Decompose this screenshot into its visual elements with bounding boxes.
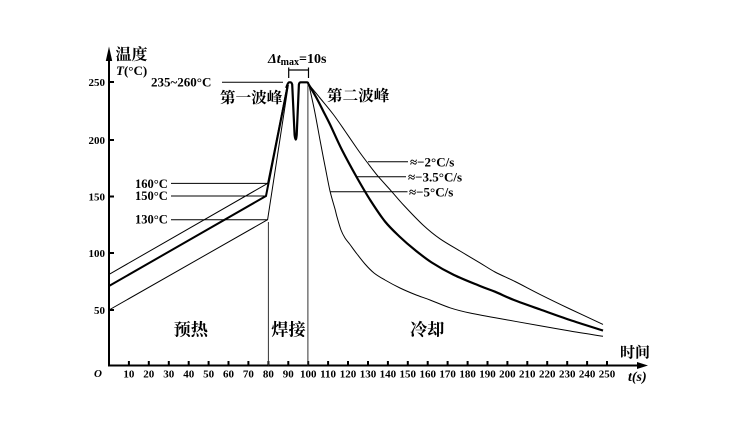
- svg-text:140: 140: [380, 369, 397, 381]
- svg-text:150: 150: [400, 369, 417, 381]
- svg-text:130: 130: [360, 369, 377, 381]
- svg-text:90: 90: [283, 369, 295, 381]
- svg-text:190: 190: [479, 369, 496, 381]
- svg-text:≈−3.5°C/s: ≈−3.5°C/s: [408, 170, 462, 185]
- svg-text:t(s): t(s): [628, 370, 647, 385]
- svg-text:60: 60: [223, 369, 235, 381]
- svg-text:170: 170: [439, 369, 456, 381]
- svg-text:100: 100: [300, 369, 317, 381]
- svg-text:120: 120: [340, 369, 357, 381]
- svg-text:160: 160: [419, 369, 436, 381]
- svg-text:≈−2°C/s: ≈−2°C/s: [410, 155, 454, 170]
- svg-text:Δtmax=10s: Δtmax=10s: [267, 52, 327, 68]
- svg-text:80: 80: [263, 369, 275, 381]
- svg-text:235~260°C: 235~260°C: [151, 75, 211, 90]
- svg-text:250: 250: [89, 77, 106, 89]
- svg-text:230: 230: [559, 369, 576, 381]
- svg-text:110: 110: [320, 369, 336, 381]
- svg-text:180: 180: [459, 369, 476, 381]
- svg-text:150: 150: [89, 192, 106, 204]
- svg-text:20: 20: [143, 369, 155, 381]
- svg-text:50: 50: [94, 305, 106, 317]
- svg-text:T(°C): T(°C): [116, 63, 147, 78]
- svg-text:30: 30: [163, 369, 175, 381]
- svg-text:100: 100: [89, 248, 106, 260]
- svg-text:200: 200: [89, 135, 106, 147]
- svg-text:160°C: 160°C: [135, 177, 168, 191]
- svg-text:150°C: 150°C: [135, 189, 168, 203]
- svg-text:210: 210: [519, 369, 536, 381]
- svg-text:200: 200: [499, 369, 516, 381]
- svg-text:50: 50: [203, 369, 215, 381]
- svg-text:O: O: [94, 368, 102, 380]
- svg-text:250: 250: [599, 369, 616, 381]
- svg-text:≈−5°C/s: ≈−5°C/s: [409, 185, 453, 200]
- svg-text:130°C: 130°C: [135, 213, 168, 227]
- svg-text:40: 40: [183, 369, 195, 381]
- svg-text:70: 70: [243, 369, 255, 381]
- svg-text:220: 220: [539, 369, 556, 381]
- svg-text:240: 240: [579, 369, 596, 381]
- svg-text:10: 10: [123, 369, 135, 381]
